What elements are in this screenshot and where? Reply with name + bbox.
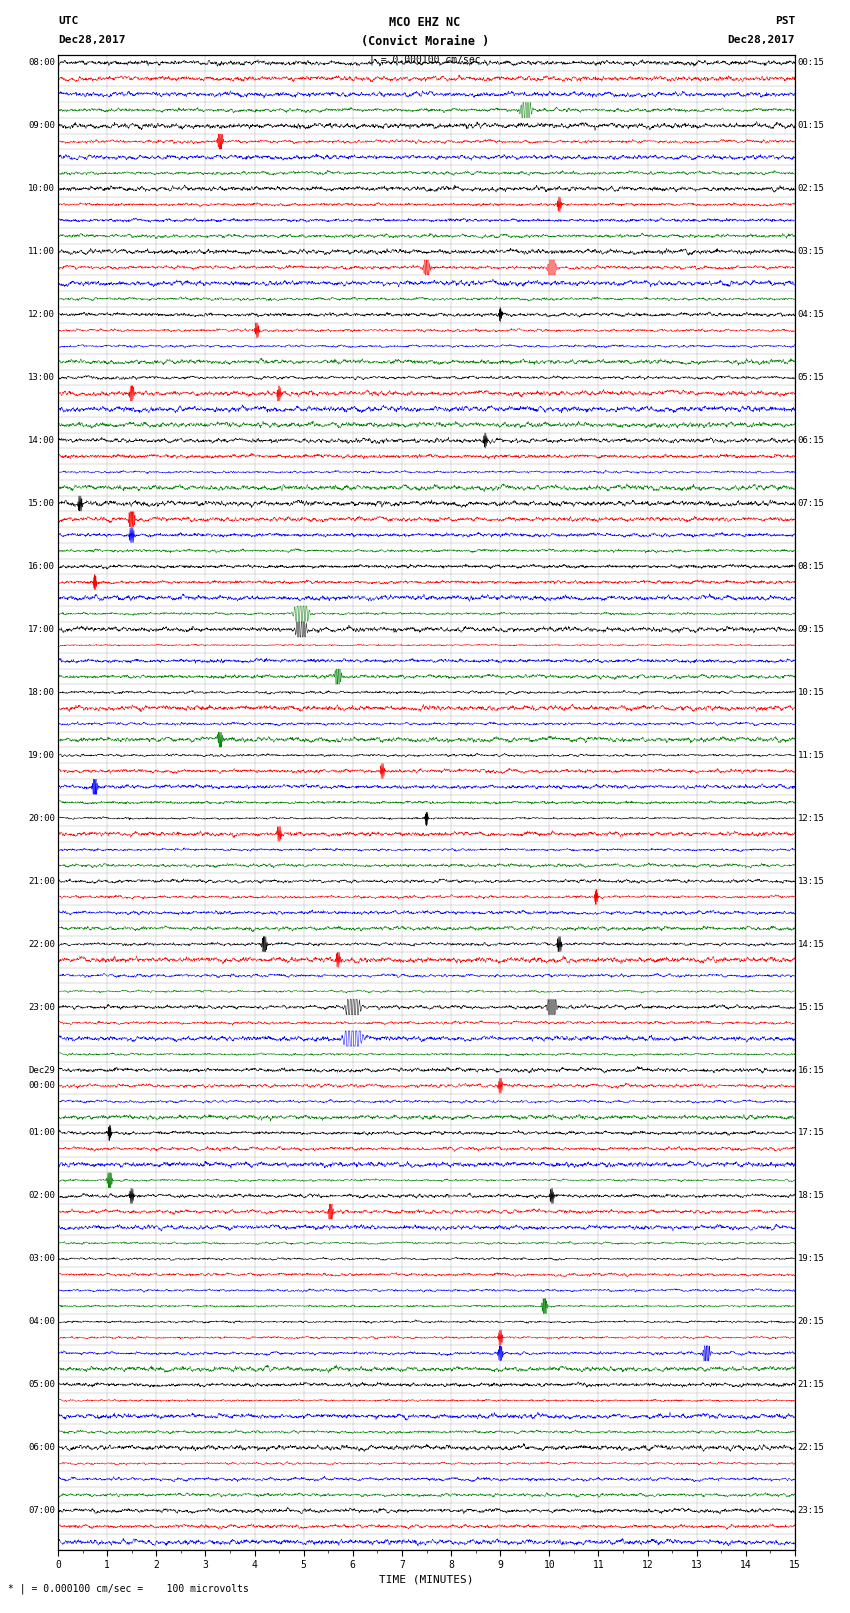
Text: MCO EHZ NC: MCO EHZ NC <box>389 16 461 29</box>
Text: PST: PST <box>774 16 795 26</box>
Text: Dec28,2017: Dec28,2017 <box>728 35 795 45</box>
Text: * | = 0.000100 cm/sec =    100 microvolts: * | = 0.000100 cm/sec = 100 microvolts <box>8 1582 249 1594</box>
Text: | = 0.000100 cm/sec: | = 0.000100 cm/sec <box>369 55 481 66</box>
Text: UTC: UTC <box>58 16 78 26</box>
Text: Dec28,2017: Dec28,2017 <box>58 35 126 45</box>
Text: (Convict Moraine ): (Convict Moraine ) <box>361 35 489 48</box>
X-axis label: TIME (MINUTES): TIME (MINUTES) <box>379 1574 473 1584</box>
